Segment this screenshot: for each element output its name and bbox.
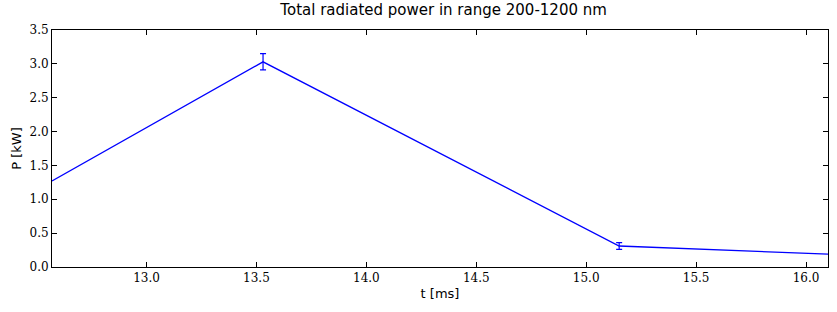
svg-text:t [ms]: t [ms] bbox=[421, 286, 460, 301]
svg-text:2.5: 2.5 bbox=[30, 91, 49, 105]
svg-text:3.0: 3.0 bbox=[30, 57, 49, 71]
svg-text:1.0: 1.0 bbox=[30, 192, 49, 206]
svg-text:3.5: 3.5 bbox=[30, 23, 49, 37]
svg-text:16.0: 16.0 bbox=[793, 271, 820, 285]
svg-text:15.5: 15.5 bbox=[683, 271, 710, 285]
svg-text:15.0: 15.0 bbox=[573, 271, 600, 285]
svg-text:13.0: 13.0 bbox=[133, 271, 160, 285]
svg-text:2.0: 2.0 bbox=[30, 125, 49, 139]
svg-text:Total radiated power in range: Total radiated power in range 200-1200 n… bbox=[279, 1, 607, 19]
svg-text:14.5: 14.5 bbox=[463, 271, 490, 285]
svg-text:1.5: 1.5 bbox=[30, 159, 49, 173]
svg-text:13.5: 13.5 bbox=[243, 271, 270, 285]
svg-text:0.5: 0.5 bbox=[30, 226, 49, 240]
svg-text:0.0: 0.0 bbox=[30, 260, 49, 274]
svg-text:14.0: 14.0 bbox=[353, 271, 380, 285]
svg-text:P [kW]: P [kW] bbox=[9, 127, 24, 170]
